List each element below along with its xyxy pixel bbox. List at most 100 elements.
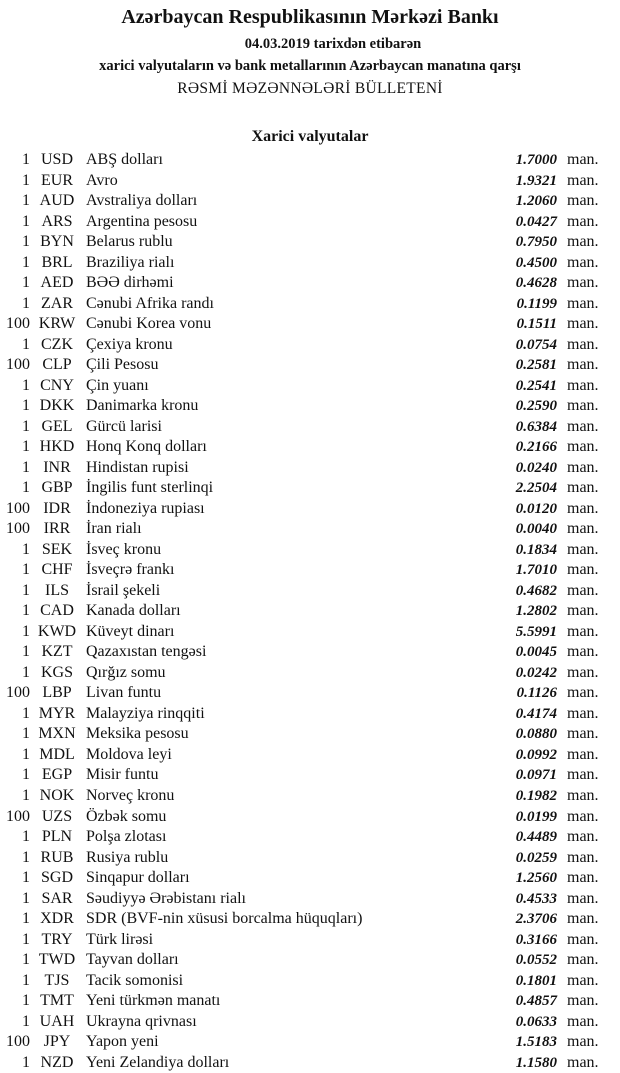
code-cell: RUB [40,848,74,866]
unit-cell: man. [567,1033,599,1051]
code-cell: NZD [40,1053,74,1071]
effective-date: 04.03.2019 tarixdən etibarən [244,36,422,52]
name-cell: SDR (BVF-nin xüsusi borcalma hüquqları) [86,910,363,928]
unit-cell: man. [567,1053,599,1071]
unit-cell: man. [567,602,599,620]
code-cell: BRL [41,253,73,271]
table-row: 1 CZK Çexiya kronu 0.0754 man. [0,335,620,356]
amount-cell: 1 [22,397,30,415]
rate-cell: 0.0552 [515,952,557,969]
code-cell: JPY [43,1033,71,1051]
unit-cell: man. [567,315,599,333]
amount-cell: 1 [22,971,30,989]
table-row: 1 KWD Küveyt dinarı 5.5991 man. [0,622,620,643]
name-cell: Tayvan dolları [86,951,179,969]
rate-cell: 1.2560 [515,870,557,887]
unit-cell: man. [567,704,599,722]
amount-cell: 1 [22,479,30,497]
code-cell: UZS [41,807,73,825]
name-cell: Qazaxıstan tengəsi [86,643,207,661]
table-row: 1 RUB Rusiya rublu 0.0259 man. [0,848,620,869]
rate-cell: 0.0754 [515,336,557,353]
unit-cell: man. [567,499,599,517]
unit-cell: man. [567,992,599,1010]
rate-cell: 0.1801 [515,972,557,989]
amount-cell: 1 [22,766,30,784]
amount-cell: 1 [22,869,30,887]
amount-cell: 1 [22,376,30,394]
unit-cell: man. [567,848,599,866]
name-cell: BƏƏ dirhəmi [86,274,174,292]
amount-cell: 1 [22,622,30,640]
rate-cell: 2.2504 [515,480,557,497]
name-cell: Norveç kronu [86,786,175,804]
table-row: 1 SGD Sinqapur dolları 1.2560 man. [0,868,620,889]
rate-cell: 1.1580 [515,1054,557,1071]
name-cell: Rusiya rublu [86,848,169,866]
name-cell: ABŞ dolları [86,151,163,168]
amount-cell: 1 [22,643,30,661]
table-row: 1 ILS İsrail şekeli 0.4682 man. [0,581,620,602]
code-cell: MDL [39,745,75,763]
table-row: 1 SAR Səudiyyə Ərəbistanı rialı 0.4533 man. [0,889,620,910]
amount-cell: 1 [22,602,30,620]
code-cell: MYR [38,704,76,722]
unit-cell: man. [567,212,599,230]
name-cell: Moldova leyi [86,745,172,763]
table-row: 1 AED BƏƏ dirhəmi 0.4628 man. [0,273,620,294]
name-cell: Argentina pesosu [86,212,198,230]
table-row: 1 GEL Gürcü larisi 0.6384 man. [0,417,620,438]
code-cell: CHF [41,561,73,579]
name-cell: Türk lirəsi [86,930,154,948]
name-cell: İran rialı [86,520,142,538]
table-row: 1 MXN Meksika pesosu 0.0880 man. [0,724,620,745]
amount-cell: 1 [22,951,30,969]
unit-cell: man. [567,192,599,210]
unit-cell: man. [567,253,599,271]
amount-cell: 100 [6,520,30,538]
code-cell: ARS [41,212,73,230]
amount-cell: 1 [22,1053,30,1071]
table-row: 1 INR Hindistan rupisi 0.0240 man. [0,458,620,479]
code-cell: EUR [41,171,73,189]
table-row: 100 UZS Özbək somu 0.0199 man. [0,807,620,828]
amount-cell: 1 [22,561,30,579]
code-cell: AED [40,274,74,292]
unit-cell: man. [567,458,599,476]
rate-cell: 0.4857 [515,993,557,1010]
amount-cell: 1 [22,1012,30,1030]
amount-cell: 1 [22,848,30,866]
amount-cell: 1 [22,889,30,907]
amount-cell: 1 [22,417,30,435]
amount-cell: 1 [22,992,30,1010]
name-cell: Misir funtu [86,766,159,784]
code-cell: TMT [40,992,74,1010]
code-cell: DKK [39,397,75,415]
code-cell: CLP [42,356,72,374]
name-cell: Çexiya kronu [86,335,173,353]
name-cell: Livan funtu [86,684,162,702]
rate-cell: 1.9321 [515,172,557,189]
name-cell: Çili Pesosu [86,356,159,374]
code-cell: INR [43,458,71,476]
rate-cell: 0.3166 [515,931,557,948]
rate-cell: 0.6384 [515,418,557,435]
code-cell: PLN [41,828,73,846]
code-cell: SAR [41,889,73,907]
unit-cell: man. [567,910,599,928]
amount-cell: 1 [22,745,30,763]
amount-cell: 1 [22,212,30,230]
name-cell: Hindistan rupisi [86,458,189,476]
amount-cell: 1 [22,335,30,353]
unit-cell: man. [567,581,599,599]
rate-cell: 0.2590 [515,398,557,415]
name-cell: Sinqapur dolları [86,869,190,887]
section-heading: Xarici valyutalar [251,128,369,145]
code-cell: USD [40,151,73,168]
amount-cell: 1 [22,294,30,312]
amount-cell: 1 [22,253,30,271]
table-row: 100 IRR İran rialı 0.0040 man. [0,519,620,540]
table-row: 1 CNY Çin yuanı 0.2541 man. [0,376,620,397]
table-row: 1 GBP İngilis funt sterlinqi 2.2504 man. [0,478,620,499]
name-cell: Çin yuanı [86,376,149,394]
